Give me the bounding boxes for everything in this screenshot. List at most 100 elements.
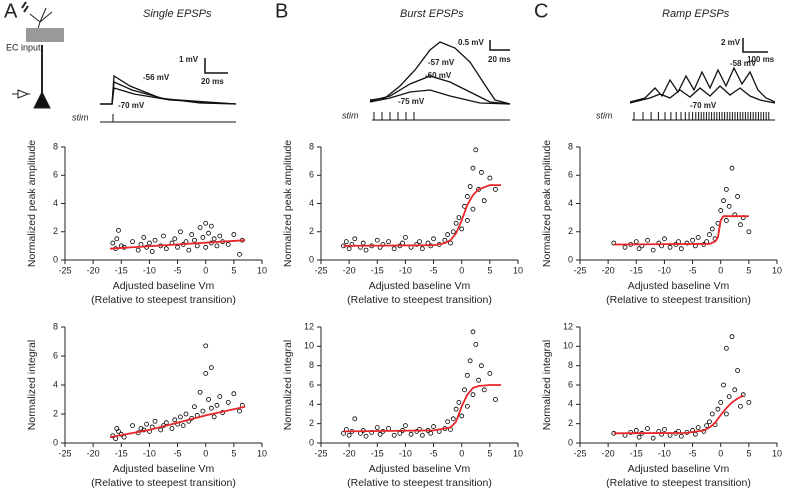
data-point	[459, 226, 465, 232]
y-axis-label: Normalized peak amplitude	[282, 140, 294, 267]
voltage-label: -70 mV	[690, 101, 717, 110]
data-point	[431, 424, 436, 429]
data-point	[419, 246, 425, 252]
x-tick-label: 5	[231, 265, 236, 275]
data-point	[611, 240, 617, 246]
y-tick-label: 0	[309, 437, 314, 447]
x-tick-label: -25	[573, 448, 586, 458]
x-tick-label: 10	[257, 448, 267, 458]
scale-y: 0.5 mV	[458, 38, 484, 47]
data-point	[346, 432, 352, 438]
x-tick-label: -25	[573, 265, 586, 275]
data-point	[456, 399, 462, 405]
data-point	[116, 428, 121, 434]
data-point	[211, 236, 217, 242]
data-point	[177, 229, 183, 235]
data-point	[377, 431, 383, 437]
x-tick-label: -5	[430, 448, 438, 458]
data-point	[408, 431, 414, 437]
data-point	[690, 237, 695, 243]
data-point	[723, 186, 729, 192]
x-tick-label: 0	[718, 265, 723, 275]
data-point	[707, 419, 712, 425]
data-point	[445, 232, 451, 237]
data-point	[470, 165, 476, 171]
data-point	[456, 215, 462, 221]
data-point	[746, 229, 752, 235]
data-point	[149, 249, 155, 254]
data-point	[172, 417, 178, 423]
voltage-label: -70 mV	[118, 101, 145, 110]
x-tick-label: -5	[174, 265, 182, 275]
data-point	[738, 403, 743, 409]
scale-x: 20 ms	[488, 55, 511, 64]
data-point	[135, 247, 141, 253]
data-point	[217, 233, 223, 239]
y-tick-label: 8	[309, 141, 314, 151]
data-point	[147, 240, 152, 246]
data-point	[732, 387, 738, 393]
data-point	[203, 343, 209, 349]
x-axis-label: (Relative to steepest transition)	[347, 477, 492, 489]
data-point	[453, 406, 459, 412]
x-tick-label: -15	[630, 265, 643, 275]
data-point	[231, 232, 237, 237]
data-point	[738, 222, 743, 228]
x-tick-label: 0	[203, 448, 208, 458]
data-point	[183, 411, 189, 417]
y-tick-label: 8	[568, 141, 573, 151]
x-tick-label: -20	[343, 448, 356, 458]
data-point	[428, 430, 434, 436]
data-point	[374, 237, 380, 243]
data-point	[481, 198, 487, 204]
data-point	[163, 420, 169, 426]
data-point	[479, 170, 484, 175]
data-point	[707, 232, 712, 237]
voltage-label: -56 mV	[143, 73, 170, 82]
trace	[369, 41, 511, 105]
y-tick-label: 10	[563, 341, 573, 351]
data-point	[152, 237, 158, 243]
y-tick-label: 4	[309, 198, 314, 208]
y-tick-label: 6	[53, 350, 58, 360]
data-point	[189, 232, 195, 237]
x-tick-label: 10	[772, 448, 782, 458]
data-point	[391, 432, 397, 438]
trace	[629, 85, 776, 104]
data-point	[726, 394, 732, 400]
data-point	[709, 226, 715, 232]
data-point	[723, 345, 729, 351]
data-point	[479, 363, 484, 369]
x-tick-label: 10	[772, 265, 782, 275]
panel-title: Burst EPSPs	[400, 8, 464, 20]
data-point	[735, 194, 740, 199]
x-tick-label: -25	[58, 265, 71, 275]
x-tick-label: 10	[513, 265, 523, 275]
data-point	[684, 240, 690, 246]
data-point	[721, 382, 726, 388]
data-point	[473, 147, 479, 153]
data-point	[197, 389, 203, 395]
y-tick-label: 6	[568, 379, 573, 389]
data-point	[158, 427, 164, 433]
data-point	[746, 399, 752, 405]
data-point	[493, 397, 498, 402]
data-point	[676, 239, 681, 245]
data-point	[467, 358, 473, 364]
voltage-label: -75 mV	[398, 97, 425, 106]
data-point	[152, 418, 158, 424]
y-tick-label: 6	[309, 170, 314, 180]
x-tick-label: 5	[487, 448, 492, 458]
x-tick-label: 0	[459, 265, 464, 275]
y-tick-label: 4	[568, 198, 573, 208]
y-tick-label: 4	[53, 198, 58, 208]
scale-x: 20 ms	[201, 77, 224, 86]
data-point	[417, 239, 422, 245]
trace	[100, 87, 237, 105]
data-point	[462, 387, 467, 393]
x-tick-label: 5	[231, 448, 236, 458]
panel-label: C	[534, 0, 548, 22]
data-point	[208, 405, 214, 411]
data-point	[650, 435, 656, 441]
data-point	[692, 431, 698, 437]
